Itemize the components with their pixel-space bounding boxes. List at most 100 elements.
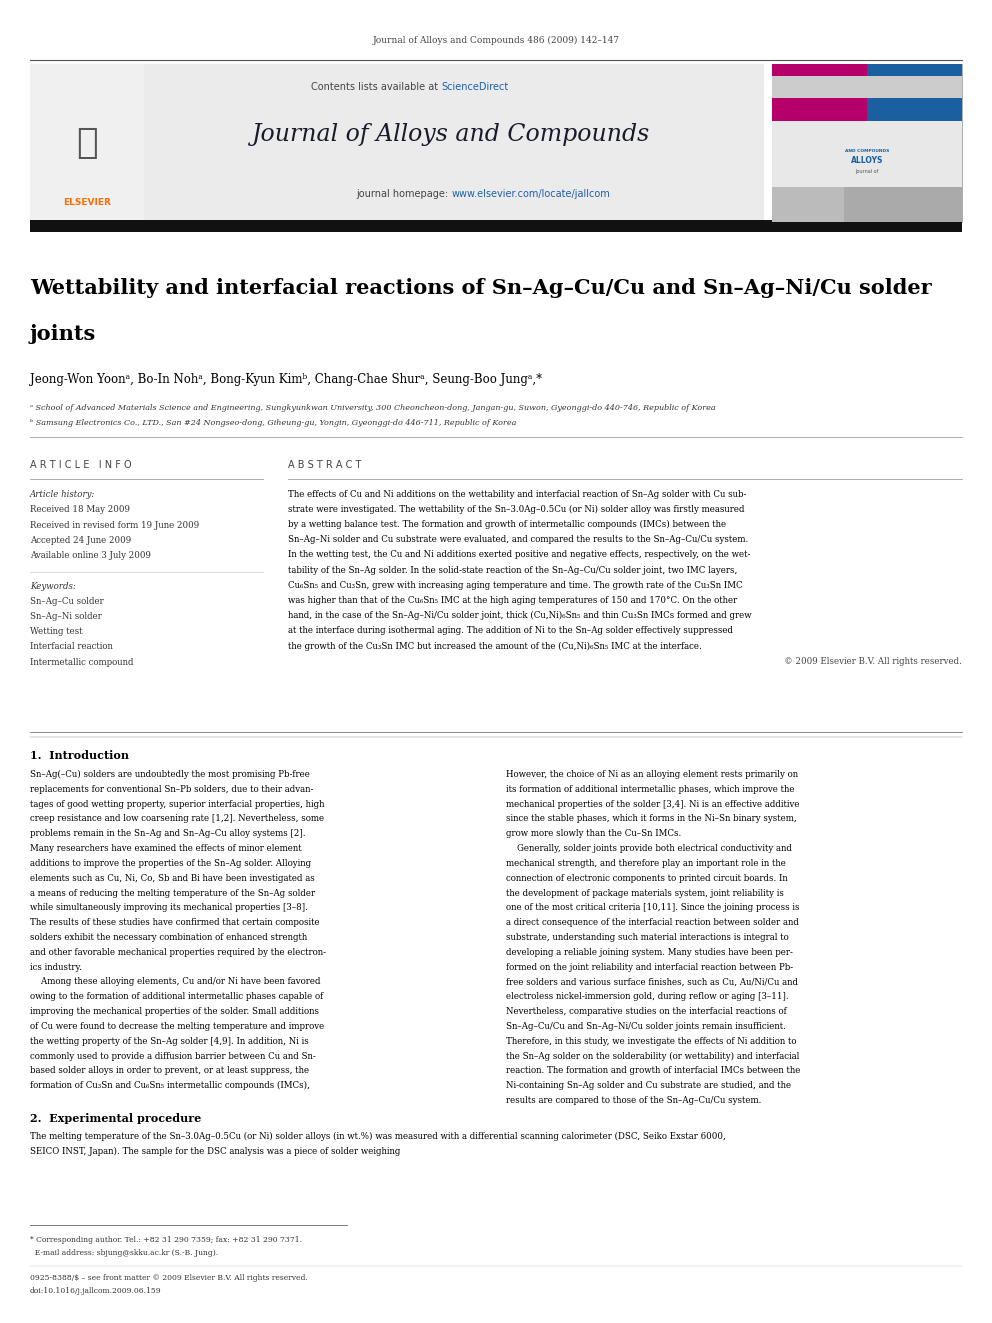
Text: Keywords:: Keywords: bbox=[30, 582, 75, 591]
Text: connection of electronic components to printed circuit boards. In: connection of electronic components to p… bbox=[506, 873, 788, 882]
Text: developing a reliable joining system. Many studies have been per-: developing a reliable joining system. Ma… bbox=[506, 947, 793, 957]
Text: SEICO INST, Japan). The sample for the DSC analysis was a piece of solder weighi: SEICO INST, Japan). The sample for the D… bbox=[30, 1147, 400, 1155]
Text: AND COMPOUNDS: AND COMPOUNDS bbox=[845, 148, 889, 153]
Text: tability of the Sn–Ag solder. In the solid-state reaction of the Sn–Ag–Cu/Cu sol: tability of the Sn–Ag solder. In the sol… bbox=[288, 566, 737, 574]
Text: The results of these studies have confirmed that certain composite: The results of these studies have confir… bbox=[30, 918, 319, 927]
Text: A R T I C L E   I N F O: A R T I C L E I N F O bbox=[30, 460, 131, 471]
Text: ELSEVIER: ELSEVIER bbox=[63, 198, 111, 206]
Text: mechanical strength, and therefore play an important role in the: mechanical strength, and therefore play … bbox=[506, 859, 786, 868]
Text: www.elsevier.com/locate/jallcom: www.elsevier.com/locate/jallcom bbox=[451, 189, 610, 200]
Text: creep resistance and low coarsening rate [1,2]. Nevertheless, some: creep resistance and low coarsening rate… bbox=[30, 815, 323, 823]
Text: while simultaneously improving its mechanical properties [3–8].: while simultaneously improving its mecha… bbox=[30, 904, 308, 913]
Text: Journal of Alloys and Compounds: Journal of Alloys and Compounds bbox=[252, 123, 651, 146]
Text: based solder alloys in order to prevent, or at least suppress, the: based solder alloys in order to prevent,… bbox=[30, 1066, 309, 1076]
Text: the Sn–Ag solder on the solderability (or wettability) and interfacial: the Sn–Ag solder on the solderability (o… bbox=[506, 1052, 800, 1061]
Text: Received in revised form 19 June 2009: Received in revised form 19 June 2009 bbox=[30, 520, 199, 529]
Text: formed on the joint reliability and interfacial reaction between Pb-: formed on the joint reliability and inte… bbox=[506, 963, 793, 971]
Text: doi:10.1016/j.jallcom.2009.06.159: doi:10.1016/j.jallcom.2009.06.159 bbox=[30, 1287, 162, 1295]
Text: However, the choice of Ni as an alloying element rests primarily on: However, the choice of Ni as an alloying… bbox=[506, 770, 798, 779]
Text: a direct consequence of the interfacial reaction between solder and: a direct consequence of the interfacial … bbox=[506, 918, 799, 927]
Bar bbox=[30, 220, 962, 232]
Text: ᵃ School of Advanced Materials Science and Engineering, Sungkyunkwan University,: ᵃ School of Advanced Materials Science a… bbox=[30, 404, 715, 411]
Text: journal homepage:: journal homepage: bbox=[356, 189, 451, 200]
Text: Among these alloying elements, Cu and/or Ni have been favored: Among these alloying elements, Cu and/or… bbox=[30, 978, 320, 987]
Text: and other favorable mechanical properties required by the electron-: and other favorable mechanical propertie… bbox=[30, 947, 325, 957]
Text: Received 18 May 2009: Received 18 May 2009 bbox=[30, 505, 130, 515]
Text: replacements for conventional Sn–Pb solders, due to their advan-: replacements for conventional Sn–Pb sold… bbox=[30, 785, 313, 794]
Text: 1.  Introduction: 1. Introduction bbox=[30, 750, 129, 761]
Text: reaction. The formation and growth of interfacial IMCs between the: reaction. The formation and growth of in… bbox=[506, 1066, 801, 1076]
Text: hand, in the case of the Sn–Ag–Ni/Cu solder joint, thick (Cu,Ni)₆Sn₅ and thin Cu: hand, in the case of the Sn–Ag–Ni/Cu sol… bbox=[288, 611, 751, 620]
Bar bbox=[144, 64, 764, 222]
Text: Journal of: Journal of bbox=[855, 169, 879, 173]
Text: Accepted 24 June 2009: Accepted 24 June 2009 bbox=[30, 536, 131, 545]
Text: Sn–Ag–Ni solder: Sn–Ag–Ni solder bbox=[30, 611, 101, 620]
Text: joints: joints bbox=[30, 324, 96, 344]
Text: was higher than that of the Cu₆Sn₅ IMC at the high aging temperatures of 150 and: was higher than that of the Cu₆Sn₅ IMC a… bbox=[288, 595, 737, 605]
Text: ALLOYS: ALLOYS bbox=[851, 156, 883, 165]
Text: Wetting test: Wetting test bbox=[30, 627, 82, 636]
Text: ᵇ Samsung Electronics Co., LTD., San #24 Nongseo-dong, Giheung-gu, Yongin, Gyeon: ᵇ Samsung Electronics Co., LTD., San #24… bbox=[30, 419, 516, 427]
Bar bbox=[30, 64, 144, 222]
Text: 2.  Experimental procedure: 2. Experimental procedure bbox=[30, 1113, 201, 1125]
Bar bbox=[772, 64, 867, 120]
Text: at the interface during isothermal aging. The addition of Ni to the Sn–Ag solder: at the interface during isothermal aging… bbox=[288, 627, 733, 635]
Text: ics industry.: ics industry. bbox=[30, 963, 81, 971]
Text: the development of package materials system, joint reliability is: the development of package materials sys… bbox=[506, 889, 784, 897]
Text: ScienceDirect: ScienceDirect bbox=[441, 82, 509, 93]
Text: In the wetting test, the Cu and Ni additions exerted positive and negative effec: In the wetting test, the Cu and Ni addit… bbox=[288, 550, 750, 560]
Text: one of the most critical criteria [10,11]. Since the joining process is: one of the most critical criteria [10,11… bbox=[506, 904, 800, 913]
Bar bbox=[772, 77, 962, 98]
Text: Intermetallic compound: Intermetallic compound bbox=[30, 658, 133, 667]
Text: Interfacial reaction: Interfacial reaction bbox=[30, 643, 113, 651]
Text: Article history:: Article history: bbox=[30, 490, 95, 499]
Text: additions to improve the properties of the Sn–Ag solder. Alloying: additions to improve the properties of t… bbox=[30, 859, 310, 868]
Text: tages of good wetting property, superior interfacial properties, high: tages of good wetting property, superior… bbox=[30, 799, 324, 808]
Text: grow more slowly than the Cu–Sn IMCs.: grow more slowly than the Cu–Sn IMCs. bbox=[506, 830, 682, 839]
Text: Generally, solder joints provide both electrical conductivity and: Generally, solder joints provide both el… bbox=[506, 844, 792, 853]
Bar bbox=[772, 120, 962, 188]
Text: Ni-containing Sn–Ag solder and Cu substrate are studied, and the: Ni-containing Sn–Ag solder and Cu substr… bbox=[506, 1081, 791, 1090]
Text: elements such as Cu, Ni, Co, Sb and Bi have been investigated as: elements such as Cu, Ni, Co, Sb and Bi h… bbox=[30, 873, 314, 882]
Text: Available online 3 July 2009: Available online 3 July 2009 bbox=[30, 550, 151, 560]
Bar bbox=[867, 64, 962, 120]
Text: commonly used to provide a diffusion barrier between Cu and Sn-: commonly used to provide a diffusion bar… bbox=[30, 1052, 315, 1061]
Bar bbox=[772, 188, 962, 222]
Text: Sn–Ag–Cu solder: Sn–Ag–Cu solder bbox=[30, 597, 103, 606]
Text: Cu₆Sn₅ and Cu₃Sn, grew with increasing aging temperature and time. The growth ra: Cu₆Sn₅ and Cu₃Sn, grew with increasing a… bbox=[288, 581, 742, 590]
Text: Contents lists available at: Contents lists available at bbox=[311, 82, 441, 93]
Text: mechanical properties of the solder [3,4]. Ni is an effective additive: mechanical properties of the solder [3,4… bbox=[506, 799, 800, 808]
Text: Nevertheless, comparative studies on the interfacial reactions of: Nevertheless, comparative studies on the… bbox=[506, 1007, 787, 1016]
Text: free solders and various surface finishes, such as Cu, Au/Ni/Cu and: free solders and various surface finishe… bbox=[506, 978, 798, 987]
Text: Sn–Ag–Ni solder and Cu substrate were evaluated, and compared the results to the: Sn–Ag–Ni solder and Cu substrate were ev… bbox=[288, 534, 748, 544]
Text: Sn–Ag–Cu/Cu and Sn–Ag–Ni/Cu solder joints remain insufficient.: Sn–Ag–Cu/Cu and Sn–Ag–Ni/Cu solder joint… bbox=[506, 1021, 786, 1031]
Text: Sn–Ag(–Cu) solders are undoubtedly the most promising Pb-free: Sn–Ag(–Cu) solders are undoubtedly the m… bbox=[30, 770, 310, 779]
Text: Therefore, in this study, we investigate the effects of Ni addition to: Therefore, in this study, we investigate… bbox=[506, 1037, 797, 1045]
Text: by a wetting balance test. The formation and growth of intermetallic compounds (: by a wetting balance test. The formation… bbox=[288, 520, 726, 529]
Text: of Cu were found to decrease the melting temperature and improve: of Cu were found to decrease the melting… bbox=[30, 1021, 324, 1031]
Text: E-mail address: sbjung@skku.ac.kr (S.-B. Jung).: E-mail address: sbjung@skku.ac.kr (S.-B.… bbox=[30, 1249, 218, 1257]
Text: strate were investigated. The wettability of the Sn–3.0Ag–0.5Cu (or Ni) solder a: strate were investigated. The wettabilit… bbox=[288, 504, 744, 513]
Text: its formation of additional intermetallic phases, which improve the: its formation of additional intermetalli… bbox=[506, 785, 795, 794]
Text: ♳: ♳ bbox=[76, 126, 98, 160]
Text: * Corresponding author. Tel.: +82 31 290 7359; fax: +82 31 290 7371.: * Corresponding author. Tel.: +82 31 290… bbox=[30, 1236, 302, 1244]
Text: since the stable phases, which it forms in the Ni–Sn binary system,: since the stable phases, which it forms … bbox=[506, 815, 797, 823]
Text: The effects of Cu and Ni additions on the wettability and interfacial reaction o: The effects of Cu and Ni additions on th… bbox=[288, 490, 746, 499]
Text: Jeong-Won Yoonᵃ, Bo-In Nohᵃ, Bong-Kyun Kimᵇ, Chang-Chae Shurᵃ, Seung-Boo Jungᵃ,*: Jeong-Won Yoonᵃ, Bo-In Nohᵃ, Bong-Kyun K… bbox=[30, 373, 542, 386]
Text: 0925-8388/$ – see front matter © 2009 Elsevier B.V. All rights reserved.: 0925-8388/$ – see front matter © 2009 El… bbox=[30, 1274, 308, 1282]
Text: Journal of Alloys and Compounds 486 (2009) 142–147: Journal of Alloys and Compounds 486 (200… bbox=[372, 36, 620, 45]
Text: The melting temperature of the Sn–3.0Ag–0.5Cu (or Ni) solder alloys (in wt.%) wa: The melting temperature of the Sn–3.0Ag–… bbox=[30, 1131, 725, 1140]
Text: substrate, understanding such material interactions is integral to: substrate, understanding such material i… bbox=[506, 933, 789, 942]
Text: the wetting property of the Sn–Ag solder [4,9]. In addition, Ni is: the wetting property of the Sn–Ag solder… bbox=[30, 1037, 309, 1045]
Text: A B S T R A C T: A B S T R A C T bbox=[288, 460, 361, 471]
Text: Wettability and interfacial reactions of Sn–Ag–Cu/Cu and Sn–Ag–Ni/Cu solder: Wettability and interfacial reactions of… bbox=[30, 278, 931, 298]
Bar bbox=[772, 64, 962, 222]
Text: Many researchers have examined the effects of minor element: Many researchers have examined the effec… bbox=[30, 844, 302, 853]
Bar bbox=[772, 188, 844, 222]
Text: owing to the formation of additional intermetallic phases capable of: owing to the formation of additional int… bbox=[30, 992, 323, 1002]
Text: electroless nickel-immersion gold, during reflow or aging [3–11].: electroless nickel-immersion gold, durin… bbox=[506, 992, 789, 1002]
Text: formation of Cu₃Sn and Cu₆Sn₅ intermetallic compounds (IMCs),: formation of Cu₃Sn and Cu₆Sn₅ intermetal… bbox=[30, 1081, 310, 1090]
Text: a means of reducing the melting temperature of the Sn–Ag solder: a means of reducing the melting temperat… bbox=[30, 889, 314, 897]
Text: solders exhibit the necessary combination of enhanced strength: solders exhibit the necessary combinatio… bbox=[30, 933, 307, 942]
Text: results are compared to those of the Sn–Ag–Cu/Cu system.: results are compared to those of the Sn–… bbox=[506, 1095, 761, 1105]
